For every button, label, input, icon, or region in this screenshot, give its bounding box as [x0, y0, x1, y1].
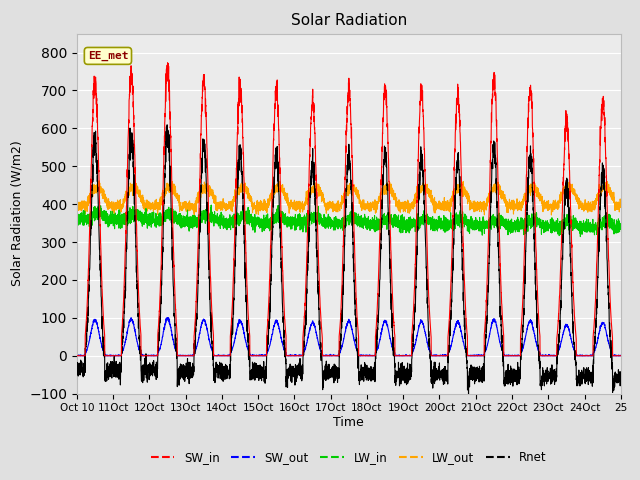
Rnet	[617, 375, 625, 381]
LW_out	[441, 200, 449, 205]
Rnet	[163, 122, 171, 128]
Line: LW_out: LW_out	[77, 181, 621, 215]
Rnet	[616, 377, 624, 383]
LW_in	[616, 224, 624, 229]
SW_out	[73, 353, 81, 359]
Line: Rnet: Rnet	[77, 125, 621, 395]
SW_out	[471, 353, 479, 359]
LW_in	[502, 220, 509, 226]
Line: SW_out: SW_out	[77, 318, 621, 356]
LW_out	[95, 178, 103, 184]
LW_in	[441, 227, 449, 232]
Rnet	[502, 374, 509, 380]
LW_out	[471, 205, 479, 211]
LW_in	[73, 215, 81, 221]
LW_out	[548, 212, 556, 218]
Rnet	[329, 370, 337, 376]
SW_out	[617, 353, 625, 359]
LW_out	[329, 206, 337, 212]
SW_in	[164, 60, 172, 66]
Line: SW_in: SW_in	[77, 63, 621, 356]
Rnet	[73, 369, 81, 375]
LW_in	[171, 216, 179, 222]
Title: Solar Radiation: Solar Radiation	[291, 13, 407, 28]
SW_in	[171, 284, 179, 290]
SW_out	[73, 353, 81, 359]
SW_out	[616, 352, 624, 358]
LW_out	[617, 204, 625, 210]
LW_in	[329, 224, 337, 229]
SW_out	[164, 315, 172, 321]
LW_in	[617, 226, 625, 232]
SW_out	[171, 344, 179, 350]
SW_in	[441, 353, 449, 359]
SW_in	[617, 353, 625, 359]
Line: LW_in: LW_in	[77, 205, 621, 237]
Rnet	[441, 381, 449, 386]
SW_in	[502, 353, 509, 359]
Text: EE_met: EE_met	[88, 51, 128, 61]
Rnet	[465, 392, 472, 397]
LW_out	[502, 198, 509, 204]
Y-axis label: Solar Radiation (W/m2): Solar Radiation (W/m2)	[10, 141, 24, 287]
Rnet	[471, 372, 479, 378]
LW_out	[616, 200, 624, 206]
LW_in	[207, 202, 215, 208]
SW_in	[616, 353, 624, 359]
SW_in	[73, 353, 81, 359]
LW_in	[471, 217, 479, 223]
LW_in	[577, 234, 584, 240]
X-axis label: Time: Time	[333, 416, 364, 429]
LW_out	[171, 188, 179, 193]
SW_in	[471, 353, 479, 359]
SW_out	[441, 353, 449, 359]
Legend: SW_in, SW_out, LW_in, LW_out, Rnet: SW_in, SW_out, LW_in, LW_out, Rnet	[146, 446, 552, 469]
SW_out	[502, 353, 509, 359]
SW_in	[329, 353, 337, 359]
Rnet	[171, 314, 179, 320]
SW_out	[329, 353, 337, 359]
LW_out	[73, 199, 81, 205]
